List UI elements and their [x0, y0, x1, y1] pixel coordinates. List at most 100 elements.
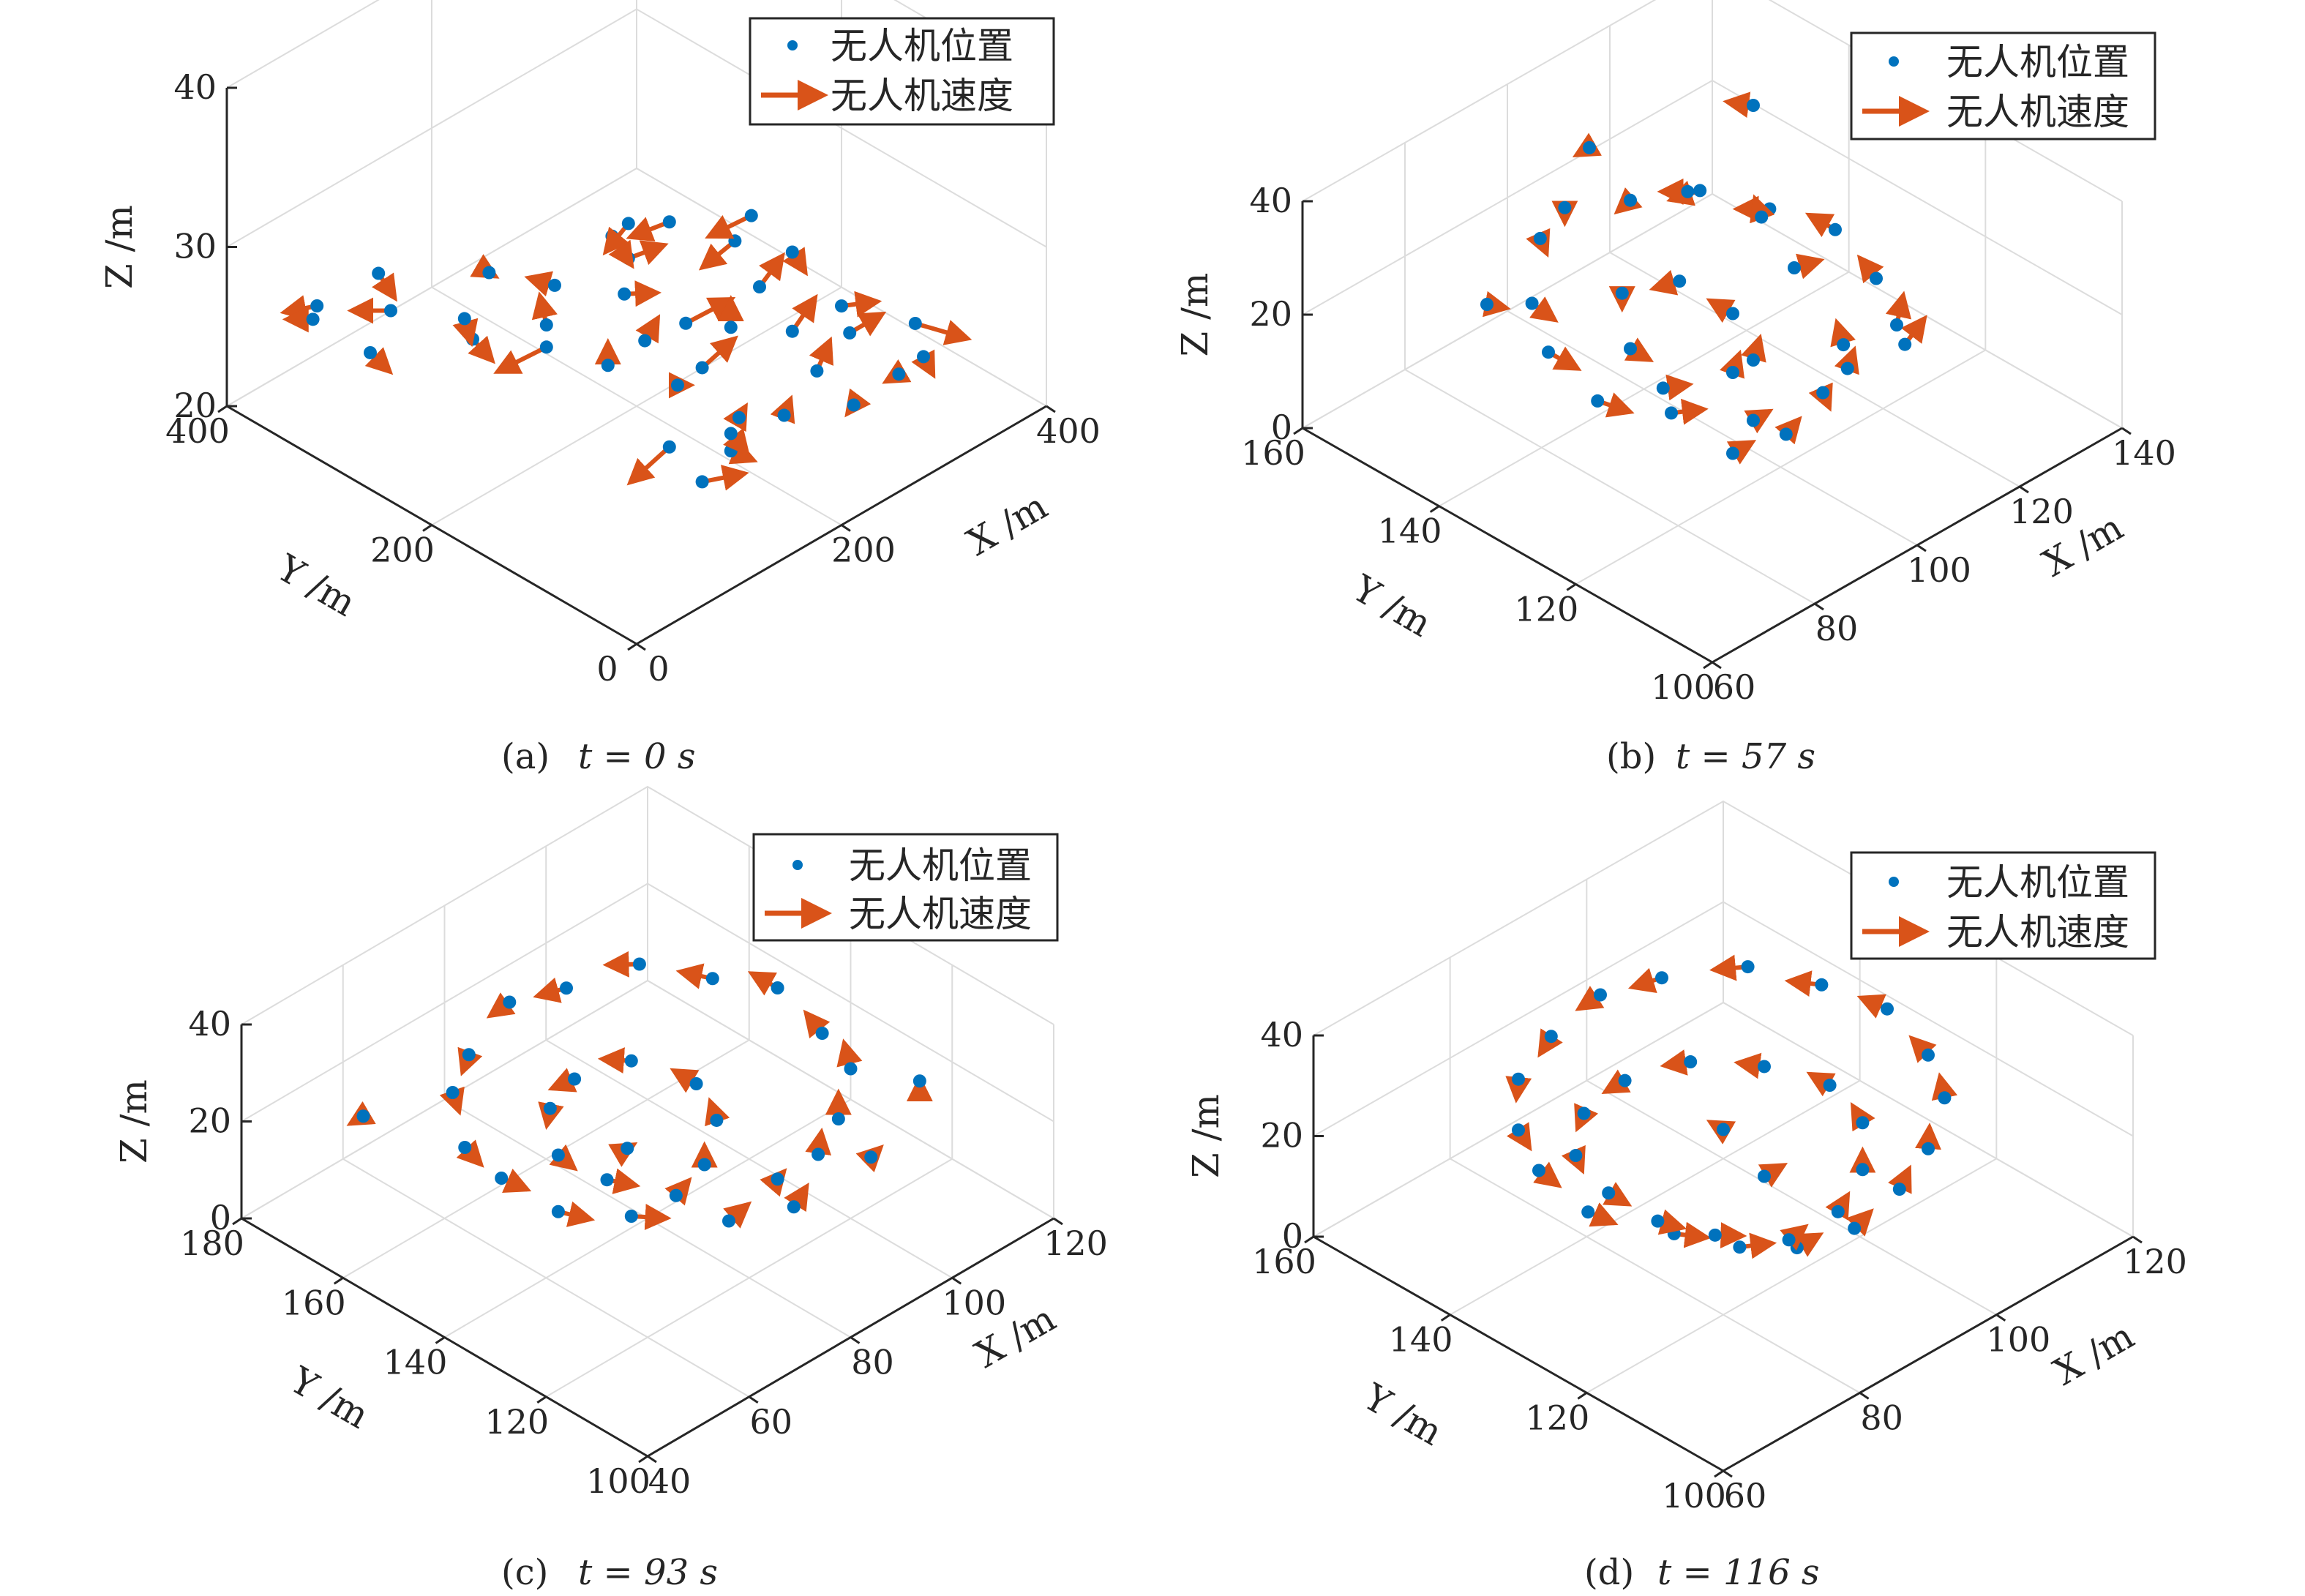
position-point: [1922, 1048, 1935, 1062]
velocity-arrow: [626, 445, 671, 486]
x-tick-label: 80: [1860, 1398, 1903, 1437]
position-point: [1655, 971, 1668, 985]
position-point: [1758, 1169, 1771, 1183]
position-point: [777, 408, 791, 422]
position-point: [624, 1054, 638, 1068]
y-tick: [217, 405, 228, 413]
position-point: [844, 1062, 858, 1076]
position-point: [1544, 1030, 1558, 1044]
legend-position-marker: [787, 40, 798, 50]
position-point: [864, 1150, 878, 1164]
panel-a-grid: [226, 0, 1047, 645]
y-tick-label: 120: [1525, 1398, 1589, 1437]
position-point: [306, 312, 320, 326]
legend-position-marker: [792, 860, 803, 870]
x-tick: [951, 1277, 962, 1285]
position-point: [384, 304, 397, 318]
y-axis-label: Y /m: [269, 546, 363, 624]
position-point: [1788, 261, 1801, 274]
grid-line: [226, 167, 1047, 407]
grid-line: [545, 1158, 953, 1398]
caption-b-time: t = 57 s: [1676, 736, 1815, 777]
position-point: [1533, 231, 1547, 245]
position-point: [568, 1072, 582, 1086]
position-point: [600, 1173, 614, 1187]
position-point: [1673, 274, 1687, 288]
z-tick-label: 0: [1271, 408, 1292, 447]
position-point: [724, 321, 738, 334]
x-tick: [1723, 1469, 1733, 1478]
position-point: [495, 1172, 509, 1185]
grid-line: [226, 0, 1047, 89]
position-point: [1542, 345, 1555, 359]
position-point: [1532, 1164, 1545, 1177]
position-point: [551, 1205, 565, 1218]
position-point: [1577, 1106, 1591, 1120]
position-point: [815, 1027, 829, 1040]
position-point: [548, 278, 561, 292]
position-point: [1829, 222, 1842, 236]
y-tick: [1304, 1235, 1314, 1244]
position-point: [1815, 978, 1829, 992]
y-tick-label: 160: [282, 1283, 346, 1322]
x-tick-label: 60: [749, 1402, 792, 1442]
velocity-arrow: [914, 320, 972, 345]
velocity-arrow: [698, 239, 737, 271]
position-point: [632, 957, 646, 971]
position-point: [724, 444, 738, 458]
position-point: [912, 1074, 926, 1088]
position-point: [1624, 193, 1637, 207]
position-point: [695, 475, 709, 489]
x-tick-label: 400: [1036, 411, 1101, 451]
velocity-arrow: [626, 217, 670, 242]
position-point: [1569, 1149, 1583, 1163]
position-point: [1892, 1183, 1906, 1196]
position-point: [1747, 413, 1760, 427]
x-tick-label: 60: [1724, 1476, 1767, 1516]
position-point: [1779, 427, 1793, 441]
position-point: [1782, 1233, 1796, 1247]
y-axis-label: Y /m: [282, 1358, 376, 1436]
velocity-arrow: [705, 213, 753, 239]
legend-velocity-label: 无人机速度: [1946, 91, 2129, 133]
x-tick: [1814, 602, 1824, 611]
caption-a-label: (a): [501, 736, 550, 777]
position-point: [372, 266, 386, 280]
y-tick: [638, 1455, 648, 1464]
y-tick: [536, 1395, 547, 1404]
position-point: [1856, 1163, 1870, 1177]
panel-c-legend: 无人机位置 无人机速度: [752, 833, 1059, 942]
position-point: [1581, 1205, 1595, 1219]
position-point: [697, 1158, 711, 1172]
y-tick: [1714, 1469, 1724, 1478]
grid-line: [1439, 271, 1850, 507]
position-point: [1922, 1142, 1935, 1155]
z-tick-label: 40: [1249, 181, 1292, 220]
x-tick-label: 80: [851, 1343, 894, 1382]
x-tick: [1916, 544, 1927, 552]
grid-line: [1575, 349, 1986, 585]
position-point: [1525, 296, 1539, 310]
legend-position-label: 无人机位置: [831, 25, 1013, 67]
z-axis-label: Z /m: [1174, 273, 1216, 357]
z-tick-label: 0: [210, 1198, 231, 1237]
y-tick-label: 160: [1241, 433, 1305, 473]
legend-position-marker: [1889, 877, 1899, 887]
position-point: [1594, 988, 1607, 1002]
y-tick-label: 100: [586, 1461, 651, 1501]
position-point: [724, 427, 738, 441]
x-tick: [2132, 1235, 2143, 1244]
x-tick: [1712, 661, 1722, 670]
position-point: [1583, 141, 1596, 154]
position-point: [1684, 1055, 1698, 1069]
caption-b-label: (b): [1606, 736, 1656, 777]
legend-position-label: 无人机位置: [1946, 41, 2129, 83]
y-tick: [232, 1217, 242, 1226]
grid-line: [1404, 369, 1815, 604]
position-point: [669, 1188, 683, 1202]
velocity-arrow: [493, 345, 548, 374]
y-tick: [1577, 1392, 1588, 1400]
